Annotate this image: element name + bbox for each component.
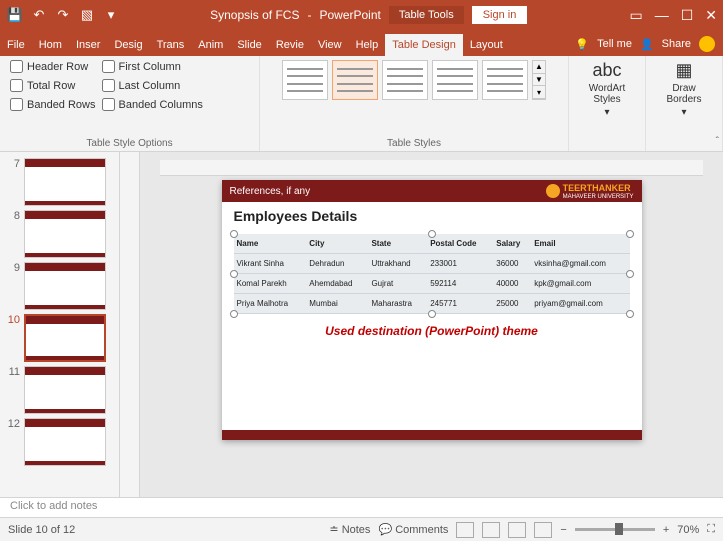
draw-borders-icon: ▦: [675, 60, 692, 81]
undo-icon[interactable]: ↶: [30, 7, 48, 23]
notes-button[interactable]: ≐ Notes: [329, 523, 370, 536]
option-last-column[interactable]: Last Column: [102, 79, 203, 92]
save-icon[interactable]: 💾: [6, 7, 24, 23]
minimize-icon[interactable]: —: [655, 7, 669, 24]
zoom-percent[interactable]: 70%: [677, 524, 699, 536]
normal-view-icon[interactable]: [456, 522, 474, 538]
tab-home[interactable]: Hom: [32, 34, 69, 56]
option-banded-columns[interactable]: Banded Columns: [102, 98, 203, 111]
table-style-gallery[interactable]: ▲▼▾: [282, 60, 546, 100]
comments-button[interactable]: 💬 Comments: [378, 523, 448, 536]
slide-thumb-7[interactable]: 7: [0, 156, 119, 208]
option-first-column[interactable]: First Column: [102, 60, 203, 73]
signin-button[interactable]: Sign in: [472, 6, 528, 24]
app-name: PowerPoint: [319, 8, 380, 22]
slide-thumb-10[interactable]: 10: [0, 312, 119, 364]
sorter-view-icon[interactable]: [482, 522, 500, 538]
group-label-styles: Table Styles: [270, 136, 558, 149]
tab-slide-show[interactable]: Slide: [230, 34, 268, 56]
tab-review[interactable]: Revie: [269, 34, 311, 56]
document-title: Synopsis of FCS: [210, 8, 299, 22]
option-header-row[interactable]: Header Row: [10, 60, 96, 73]
zoom-slider[interactable]: [575, 528, 655, 531]
gallery-up-icon[interactable]: ▲: [533, 61, 545, 74]
slide-thumb-8[interactable]: 8: [0, 208, 119, 260]
fit-to-window-icon[interactable]: ⛶: [707, 523, 715, 536]
tab-file[interactable]: File: [0, 34, 32, 56]
feedback-icon[interactable]: [699, 36, 715, 52]
tab-design[interactable]: Desig: [107, 34, 149, 56]
maximize-icon[interactable]: ☐: [681, 7, 694, 24]
ribbon-options-icon[interactable]: ▭: [629, 7, 642, 24]
university-logo: TEERTHANKERMAHAVEER UNIVERSITY: [546, 183, 634, 200]
share-icon[interactable]: 👤: [640, 38, 654, 51]
gallery-more-icon[interactable]: ▾: [533, 86, 545, 99]
table-row: Vikrant SinhaDehradunUttrakhand233001360…: [234, 254, 630, 274]
tab-animations[interactable]: Anim: [191, 34, 230, 56]
table-header: State: [368, 234, 427, 254]
tab-table-design[interactable]: Table Design: [385, 34, 463, 56]
slide-canvas[interactable]: References, if any TEERTHANKERMAHAVEER U…: [222, 180, 642, 440]
tab-view[interactable]: View: [311, 34, 349, 56]
zoom-out-icon[interactable]: −: [560, 524, 566, 536]
slide-caption: Used destination (PowerPoint) theme: [222, 324, 642, 338]
tab-help[interactable]: Help: [349, 34, 386, 56]
wordart-styles-button[interactable]: abc WordArt Styles ▾: [579, 60, 635, 118]
tellme-label[interactable]: Tell me: [597, 38, 632, 50]
tab-insert[interactable]: Inser: [69, 34, 107, 56]
slide-title: Employees Details: [222, 202, 642, 230]
notes-placeholder: Click to add notes: [10, 500, 97, 512]
table-header: Salary: [493, 234, 531, 254]
table-header: City: [306, 234, 368, 254]
tellme-icon[interactable]: 💡: [575, 38, 589, 51]
draw-borders-button[interactable]: ▦ Draw Borders ▾: [656, 60, 712, 118]
slide-counter: Slide 10 of 12: [8, 524, 75, 536]
close-icon[interactable]: ✕: [705, 7, 717, 24]
table-header: Name: [234, 234, 307, 254]
notes-pane[interactable]: Click to add notes: [0, 497, 723, 517]
table-header: Email: [531, 234, 629, 254]
option-banded-rows[interactable]: Banded Rows: [10, 98, 96, 111]
gallery-down-icon[interactable]: ▼: [533, 74, 545, 87]
table-header: Postal Code: [427, 234, 493, 254]
slide-breadcrumb: References, if any: [230, 186, 311, 197]
start-slideshow-icon[interactable]: ▧: [78, 7, 96, 23]
table-row: Komal ParekhAhemdabadGujrat59211440000kp…: [234, 274, 630, 294]
qat-more-icon[interactable]: ▾: [102, 7, 120, 23]
tab-transitions[interactable]: Trans: [150, 34, 192, 56]
zoom-in-icon[interactable]: +: [663, 524, 669, 536]
slide-footer-bar: [222, 430, 642, 440]
slide-thumb-9[interactable]: 9: [0, 260, 119, 312]
group-label-options: Table Style Options: [10, 136, 249, 149]
wordart-icon: abc: [592, 60, 621, 81]
collapse-ribbon-icon[interactable]: ˆ: [716, 136, 719, 147]
reading-view-icon[interactable]: [508, 522, 526, 538]
slideshow-view-icon[interactable]: [534, 522, 552, 538]
redo-icon[interactable]: ↷: [54, 7, 72, 23]
tab-layout[interactable]: Layout: [463, 34, 510, 56]
horizontal-ruler: [160, 160, 703, 176]
slide-thumb-12[interactable]: 12: [0, 416, 119, 468]
slide-thumb-11[interactable]: 11: [0, 364, 119, 416]
vertical-ruler: [120, 152, 140, 497]
share-label[interactable]: Share: [662, 38, 691, 50]
context-tool-label: Table Tools: [389, 6, 464, 24]
table-object[interactable]: NameCityStatePostal CodeSalaryEmailVikra…: [234, 234, 630, 314]
option-total-row[interactable]: Total Row: [10, 79, 96, 92]
